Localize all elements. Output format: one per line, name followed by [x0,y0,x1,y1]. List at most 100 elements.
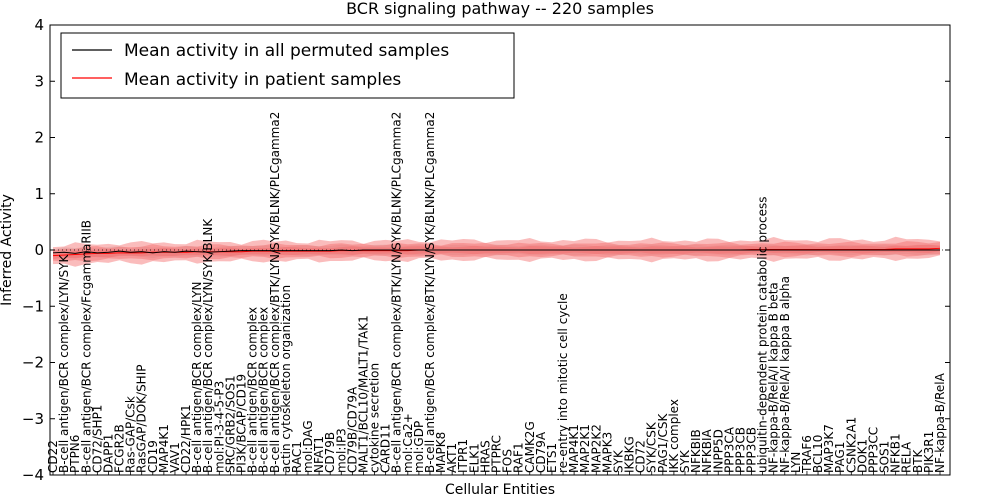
y-axis-label: Inferred Activity [0,194,15,306]
x-tick-label: FOS [501,449,515,473]
x-tick-label: MAP2K1 [578,424,592,473]
x-tick-label: FCGR2B [113,424,127,473]
x-tick-label: ITPR1 [456,439,470,473]
legend-label-permuted: Mean activity in all permuted samples [124,41,449,61]
x-tick-label: B-cell antigen/BCR complex/LYN [190,281,204,473]
x-tick-label: NF-kappa-B/RelA [933,372,947,473]
legend-label-patient: Mean activity in patient samples [124,70,401,90]
chart-title: BCR signaling pathway -- 220 samples [346,0,654,18]
x-tick-label: MAP2K2 [589,424,603,473]
x-tick-label: cytokine secretion [368,363,382,473]
y-tick-label: 2 [34,129,44,147]
x-tick-label: PPP3CB [745,427,759,473]
x-tick-label: MALT1/BCL10/MALT1/TAK1 [356,315,370,473]
x-tick-label: CD72 [634,440,648,473]
x-tick-label: re-entry into mitotic cell cycle [556,293,570,473]
x-tick-label: B-cell antigen/BCR complex/LYN/SYK [57,253,71,473]
x-tick-label: SYK [611,449,625,473]
x-tick-label: MAPK8 [434,432,448,473]
x-tick-label: RasGAP/DOK/SHIP [135,365,149,473]
x-tick-label: CD79B [323,432,337,473]
x-tick-label: CSNK2A1 [844,417,858,473]
x-tick-label: RAF1 [512,442,526,473]
x-tick-label: CD72/SHP1 [90,405,104,473]
x-tick-label: NFAT1 [312,436,326,473]
x-tick-label: B-cell antigen/BCR complex/BTK/LYN/SYK/B… [390,112,404,473]
y-tick-label: 0 [34,241,44,259]
legend: Mean activity in all permuted samples Me… [60,32,515,99]
x-tick-label: CAMK2G [523,421,537,473]
x-tick-label: B-cell antigen/BCR complex [246,307,260,473]
confidence-bands [53,236,940,267]
x-tick-label: ELK1 [467,443,481,473]
x-tick-label: PPP3CA [722,426,736,473]
x-tick-label: mol:GDP [412,421,426,473]
x-tick-label: SYK [678,449,692,473]
x-tick-label: RELA [900,441,914,473]
x-tick-label: NFKBIB [689,429,703,473]
y-tick-label: 3 [34,72,44,90]
x-tick-label: MAP4K1 [567,424,581,473]
x-tick-label: actin cytoskeleton organization [279,285,293,473]
x-tick-label: DOK1 [855,439,869,473]
x-tick-label: PIK3R1 [922,431,936,473]
x-tick-label: CARD11 [379,424,393,473]
x-tick-label: TRAF6 [800,435,814,474]
x-tick-label: mol:PI-3-4-5-P3 [212,381,226,473]
x-tick-label: CD22/HPK1 [179,404,193,473]
x-tick-label: CD79B/CD79A [345,386,359,473]
x-tick-label: PI3K/BCAP/CD19 [234,374,248,473]
x-tick-label: ETS1 [545,443,559,473]
x-tick-label: SRC/GRB2/SOS1 [223,375,237,473]
patient-band-layer [53,236,940,267]
x-tick-label: BTK [911,448,925,473]
x-axis-label: Cellular Entities [445,482,555,498]
x-tick-label: RAC1 [290,441,304,473]
axes: −4 −3 −2 −1 0 1 2 3 4 [22,16,951,484]
x-tick-label: PAG1/CSK [656,413,670,473]
x-tick-label: CD19 [146,440,160,473]
x-tick-label: B-cell antigen/BCR complex/BTK/LYN/SYK/B… [268,112,282,473]
x-tick-label: PTPRC [490,435,504,473]
x-tick-label: B-cell antigen/BCR complex/BTK/LYN/SYK/B… [423,112,437,473]
patient-band-layer [53,241,940,262]
x-tick-label: BCL10 [811,435,825,473]
x-tick-label: SYK/CSK [645,421,659,473]
x-tick-label: MAPK3 [600,432,614,473]
x-tick-label: mol:IP3 [334,428,348,473]
y-tick-label: −2 [22,354,44,372]
x-tick-label: IKK complex [667,399,681,473]
x-tick-label: NF-kappa-B/RelA/I kappa B beta [767,282,781,473]
y-tick-label: 1 [34,185,44,203]
x-tick-label: LYN [789,452,803,473]
x-tick-label: IKBKG [623,436,637,473]
x-tick-label: NFKBIA [700,428,714,473]
permuted-band [53,244,940,259]
patient-band-layer [53,244,940,260]
x-tick-label: B-cell antigen/BCR complex/FcgammaRIIB [79,220,93,473]
x-tick-label: DAPP1 [101,434,115,473]
permuted-mean-line [52,249,940,254]
x-tick-label: SOS1 [878,441,892,473]
x-tick-label: PPP3CB [733,427,747,473]
x-tick-label: MAP3K7 [822,424,836,473]
x-tick-label: CD22 [46,440,60,473]
y-tick-label: −1 [22,297,44,315]
x-tick-label: MAP4K1 [157,424,171,473]
x-tick-label: B-cell antigen/BCR complex/LYN/SYK/BLNK [201,218,215,473]
x-tick-label: PTPN6 [68,435,82,473]
x-tick-label: CD79A [534,431,548,473]
x-tick-label: B-cell antigen/BCR complex [257,307,271,473]
x-tick-label: NF-kappa-B/RelA/I kappa B alpha [778,276,792,473]
y-tick-label: −3 [22,410,44,428]
x-tick-label: HRAS [478,440,492,473]
x-tick-label: VAV1 [168,442,182,473]
x-tick-label: mol:Ca2+ [401,413,415,473]
x-tick-label: AKT1 [445,443,459,473]
x-tick-label: Ras-GAP/Csk [124,396,138,473]
x-tick-label: PAG1 [833,442,847,473]
y-tick-label: −4 [22,466,44,484]
x-tick-label: INPP5D [711,429,725,473]
